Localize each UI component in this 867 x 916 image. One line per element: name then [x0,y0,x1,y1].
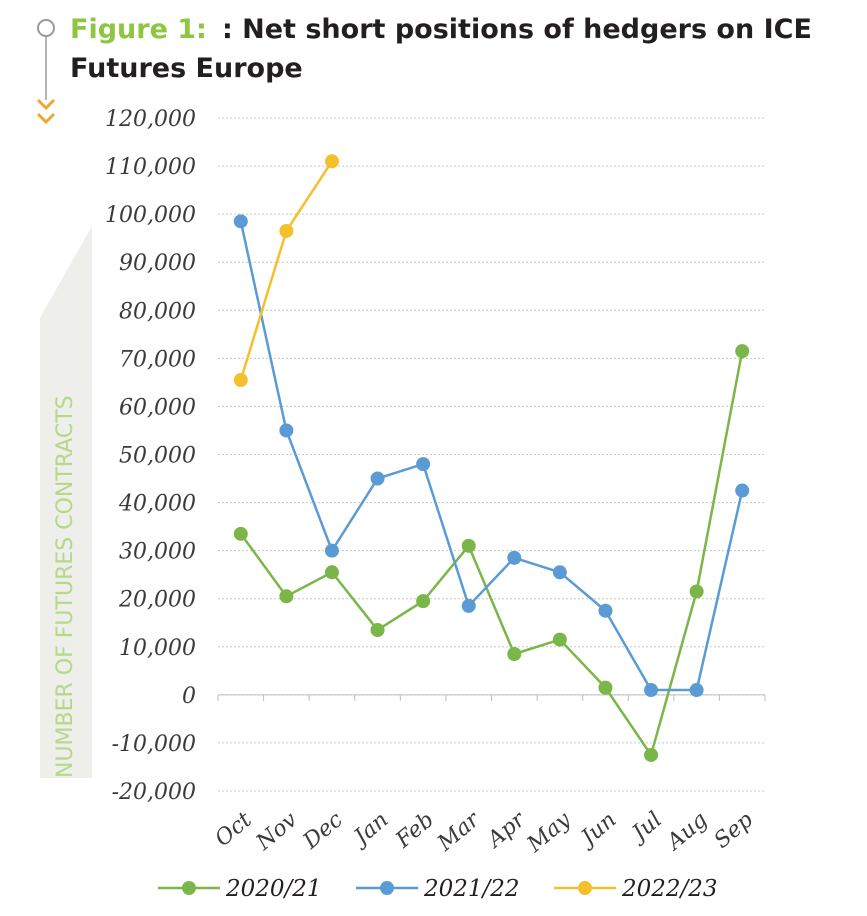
data-point [279,589,294,604]
series-line [239,350,744,757]
y-tick-label: 80,000 [119,299,196,324]
data-point [644,747,659,762]
y-tick-label: 60,000 [119,395,196,420]
x-tick-label: Dec [298,807,348,854]
title-line-1: : Net short positions of hedgers on ICE [222,14,812,45]
data-point [552,565,567,580]
data-point [644,683,659,698]
ylabel-background [40,226,92,778]
data-point [279,423,294,438]
data-point [689,584,704,599]
data-point [324,565,339,580]
x-tick-label: Jun [574,807,622,853]
y-tick-label: 100,000 [105,203,196,228]
legend-swatch-marker [380,881,394,895]
data-point [279,223,294,238]
x-tick-label: Feb [391,807,439,853]
x-tick-label: May [522,807,576,858]
x-tick-label: Oct [211,807,257,851]
series-lines [233,154,750,762]
series-2021-22 [233,214,750,698]
y-tick-label: 50,000 [119,444,196,469]
x-tick-label: Jul [625,807,667,848]
x-tick-label: Mar [432,806,485,856]
chart-title: Figure 1: : Net short positions of hedge… [70,14,812,45]
data-point [461,538,476,553]
legend-swatch-marker [578,881,592,895]
data-point [552,632,567,647]
legend-label: 2021/22 [423,876,520,902]
y-tick-labels: 120,000 110,000 100,000 90,000 80,000 70,000 6… [105,107,196,805]
legend-item: 2021/22 [356,876,520,902]
legend-item: 2020/21 [158,876,322,902]
x-tick-label: Apr [482,806,532,853]
y-tick-label: 20,000 [118,588,196,613]
data-point [233,526,248,541]
legend-item: 2022/23 [554,876,718,902]
y-tick-label: -10,000 [112,732,196,757]
x-tick-label: Aug [661,807,712,856]
x-tick-label: Sep [710,807,758,853]
data-point [416,594,431,609]
data-point [735,344,750,359]
data-point [233,372,248,387]
y-tick-label: 120,000 [105,107,196,132]
data-point [370,471,385,486]
series-2022-23 [233,154,339,387]
legend-swatch-marker [182,881,196,895]
figure-label: Figure 1: [70,14,207,45]
legend-label: 2020/21 [225,876,322,902]
data-point [735,483,750,498]
data-point [370,622,385,637]
y-tick-label: -20,000 [112,780,196,805]
data-point [324,543,339,558]
legend: 2020/21 2021/22 2022/23 [158,876,718,902]
data-point [416,457,431,472]
x-tick-label: Jan [347,807,394,852]
data-point [507,550,522,565]
data-point [461,598,476,613]
data-point [598,680,613,695]
data-point [324,154,339,169]
y-tick-label: 40,000 [118,492,196,517]
y-tick-label: 0 [182,684,196,709]
y-tick-label: 70,000 [119,347,196,372]
data-point [689,683,704,698]
series-line [239,221,744,692]
series-2020-21 [233,344,750,762]
title-marker-icon [36,19,56,125]
x-tick-label: Nov [251,807,303,856]
y-axis-label: NUMBER OF FUTURES CONTRACTS [53,395,78,778]
data-point [507,646,522,661]
title-line-2: Futures Europe [70,53,303,84]
y-tick-label: 110,000 [105,155,196,180]
data-point [233,214,248,229]
legend-label: 2022/23 [621,876,718,902]
y-tick-label: 30,000 [119,540,196,565]
series-line [239,160,334,381]
y-tick-label: 10,000 [119,636,196,661]
data-point [598,603,613,618]
y-tick-label: 90,000 [119,251,196,276]
